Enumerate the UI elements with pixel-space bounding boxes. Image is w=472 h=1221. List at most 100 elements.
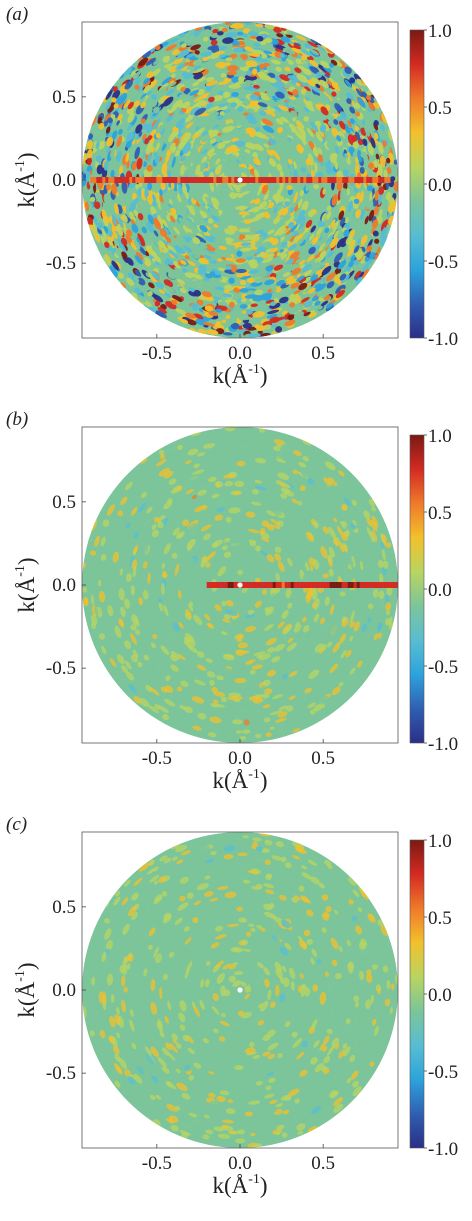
heatmap-streak-segment [359, 582, 363, 588]
heatmap-speckle [136, 84, 145, 92]
heatmap-streak-segment [344, 582, 348, 588]
heatmap-streak-segment [392, 582, 396, 588]
heatmap-disk [82, 22, 398, 338]
heatmap-speckle [238, 316, 252, 321]
heatmap-streak-segment [354, 177, 358, 183]
colorbar-tick-label: -1.0 [428, 1139, 458, 1160]
heatmap-speckle [235, 1138, 246, 1144]
colorbar-tick-label: 1.0 [428, 426, 452, 447]
heatmap-speckle [333, 249, 339, 255]
heatmap-speckle [373, 206, 379, 215]
heatmap-streak-segment [195, 177, 199, 183]
heatmap-speckle [196, 232, 203, 239]
heatmap-streak-segment [219, 177, 223, 183]
heatmap-streak-segment [377, 582, 381, 588]
heatmap-streak-segment [252, 177, 256, 183]
heatmap-streak-segment [279, 177, 283, 183]
heatmap-streak-segment [249, 177, 253, 183]
heatmap-speckle [310, 236, 318, 245]
heatmap-speckle [260, 211, 269, 218]
heatmap-speckle [221, 319, 228, 324]
heatmap-speckle [307, 196, 315, 207]
heatmap-speckle [234, 677, 247, 684]
heatmap-streak-segment [384, 177, 388, 183]
heatmap-speckle [196, 213, 202, 220]
heatmap-speckle [280, 191, 286, 197]
heatmap-streak-segment [284, 582, 288, 588]
heatmap-streak-segment [291, 177, 295, 183]
heatmap-streak-segment [287, 582, 291, 588]
heatmap-speckle [343, 123, 351, 134]
heatmap-streak-segment [261, 177, 265, 183]
heatmap-speckle [315, 131, 323, 142]
heatmap-streak-segment [395, 582, 398, 588]
heatmap-speckle [110, 169, 115, 178]
heatmap-speckle [306, 127, 314, 138]
heatmap-speckle [210, 32, 220, 38]
heatmap-streak-segment [90, 177, 94, 183]
heatmap-speckle [237, 431, 243, 438]
heatmap-speckle [298, 264, 305, 270]
x-axis-label: k(Å-1) [212, 362, 267, 388]
heatmap-streak-segment [375, 177, 379, 183]
heatmap-streak-segment [260, 582, 264, 588]
heatmap-streak-segment [296, 582, 300, 588]
heatmap-streak-segment [294, 177, 298, 183]
heatmap-speckle [219, 53, 226, 58]
heatmap-speckle [217, 81, 230, 85]
heatmap-streak-segment [120, 177, 124, 183]
x-tick-label: 0.0 [228, 748, 252, 769]
heatmap-streak-segment [326, 582, 330, 588]
heatmap-speckle [341, 250, 349, 260]
heatmap-speckle [289, 251, 300, 260]
heatmap-streak-segment [102, 177, 106, 183]
heatmap-streak-segment [242, 582, 246, 588]
heatmap-streak-segment [159, 177, 163, 183]
heatmap-streak-segment [213, 177, 217, 183]
heatmap-speckle [165, 44, 177, 51]
heatmap-streak-segment [309, 177, 313, 183]
heatmap-speckle [151, 94, 158, 100]
heatmap-speckle [189, 212, 196, 221]
heatmap-speckle [118, 128, 123, 135]
heatmap-speckle [314, 256, 322, 263]
heatmap-streak-segment [198, 177, 202, 183]
heatmap-speckle [162, 41, 170, 46]
heatmap-streak-segment [171, 177, 175, 183]
heatmap-streak-segment [353, 582, 357, 588]
heatmap-streak-segment [383, 582, 387, 588]
heatmap-speckle [301, 200, 309, 212]
heatmap-speckle [118, 165, 124, 175]
heatmap-speckle [237, 105, 244, 112]
heatmap-speckle [277, 127, 283, 134]
heatmap-speckle [121, 180, 128, 194]
heatmap-speckle [182, 304, 193, 310]
heatmap-speckle [201, 220, 208, 227]
heatmap-speckle [303, 85, 311, 92]
heatmap-streak-segment [93, 177, 97, 183]
heatmap-streak-segment [138, 177, 142, 183]
heatmap-speckle [126, 160, 130, 169]
heatmap-speckle [239, 247, 252, 252]
heatmap-streak-segment [381, 177, 385, 183]
heatmap-streak-segment [210, 177, 214, 183]
heatmap-speckle [299, 189, 304, 197]
heatmap-streak-segment [315, 177, 319, 183]
heatmap-streak-segment [174, 177, 178, 183]
heatmap-speckle [311, 88, 320, 97]
heatmap-speckle [217, 258, 223, 262]
panel-label: (a) [6, 4, 28, 25]
heatmap-streak-segment [228, 177, 232, 183]
heatmap-speckle [305, 183, 310, 192]
heatmap-streak-segment [275, 582, 279, 588]
heatmap-speckle [301, 276, 312, 284]
heatmap-streak-segment [150, 177, 154, 183]
heatmap-streak-segment [356, 582, 360, 588]
heatmap-streak-segment [189, 177, 193, 183]
heatmap-speckle [106, 146, 111, 154]
heatmap-streak-segment [135, 177, 139, 183]
heatmap-streak-segment [212, 582, 216, 588]
heatmap-speckle [280, 159, 288, 171]
heatmap-streak-segment [323, 582, 327, 588]
heatmap-streak-segment [267, 177, 271, 183]
